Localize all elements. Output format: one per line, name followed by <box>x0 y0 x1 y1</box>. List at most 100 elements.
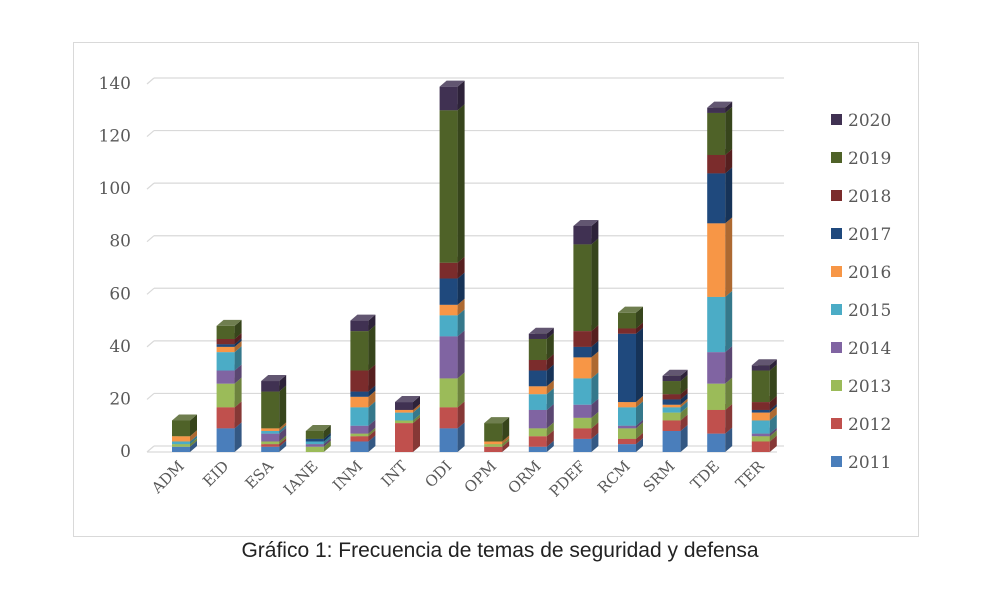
bar-side <box>680 424 688 452</box>
bar-side <box>323 432 331 442</box>
bar-side <box>680 414 688 431</box>
bar-side <box>680 406 688 421</box>
bar-top <box>172 414 197 421</box>
bar-side <box>457 272 465 305</box>
y-tick-label: 80 <box>109 232 131 252</box>
gridline-depth <box>146 340 155 348</box>
bar-side <box>190 438 197 447</box>
x-tick-label: ESA <box>242 457 278 493</box>
bar-segment <box>484 417 510 442</box>
gridline-depth <box>146 77 155 85</box>
bar-front <box>573 438 592 452</box>
bar-side <box>234 422 242 452</box>
legend-item: 2014 <box>831 339 891 359</box>
bar-front <box>751 420 770 434</box>
bar-side <box>368 364 376 392</box>
bar-front <box>484 441 503 445</box>
bar-side <box>502 440 510 452</box>
bar-segment <box>261 375 287 392</box>
bar-side <box>769 414 777 434</box>
bar-front <box>573 225 592 245</box>
bar-side <box>680 393 688 405</box>
bar-side <box>546 422 554 437</box>
bar-side <box>279 424 287 434</box>
bar-top <box>573 219 599 226</box>
legend-item: 2019 <box>831 149 891 169</box>
bar-side <box>368 427 376 437</box>
bar-side <box>636 327 643 403</box>
bar-front <box>216 344 235 347</box>
bar-stack-orm <box>528 327 554 452</box>
x-tick-label: INT <box>378 457 411 490</box>
bar-stack-ter <box>751 359 777 452</box>
bar-side <box>636 401 643 426</box>
bar-segment <box>395 396 420 410</box>
bar-front <box>350 425 369 434</box>
x-tick-label: INM <box>329 457 366 494</box>
bar-side <box>546 440 554 452</box>
bar-front <box>261 446 280 452</box>
bar-front <box>172 436 190 442</box>
bar-front <box>751 441 770 452</box>
bar-front <box>751 370 770 403</box>
bar-front <box>216 325 235 339</box>
gridline-depth <box>146 130 155 138</box>
bar-segment <box>707 167 733 224</box>
bar-top <box>261 375 287 382</box>
y-tick-label: 20 <box>109 389 131 409</box>
bar-side <box>457 309 465 337</box>
bar-front <box>261 428 280 431</box>
bar-side <box>725 377 733 410</box>
bar-side <box>636 422 643 439</box>
bar-front <box>662 412 681 421</box>
gridline-depth <box>146 445 155 453</box>
bar-side <box>234 364 242 384</box>
bar-front <box>662 394 681 400</box>
bar-side <box>368 314 376 332</box>
bar-side <box>457 422 465 452</box>
bar-side <box>368 435 376 452</box>
bar-front <box>305 430 324 439</box>
bar-front <box>439 262 458 279</box>
bar-top <box>618 306 643 313</box>
x-tick-label: RCM <box>594 457 634 497</box>
bar-front <box>751 412 770 421</box>
bar-front <box>350 396 369 408</box>
x-axis-labels: ADM EID ESA IANE INM INT ODI OPM ORM PDEF RCM SRM TD… <box>147 457 768 501</box>
bar-front <box>439 407 458 429</box>
bar-front <box>573 428 592 439</box>
bar-front <box>439 110 458 263</box>
chart-frame: 0 20 40 60 80 100 120 140 ADM EID ESA IANE INM INT OD… <box>73 42 919 537</box>
bar-side <box>546 354 554 371</box>
bar-side <box>769 430 777 442</box>
bar-front <box>528 446 547 452</box>
bar-segment <box>618 306 643 329</box>
bar-front <box>261 381 280 392</box>
bar-side <box>234 401 242 429</box>
bar-side <box>546 380 554 395</box>
bar-front <box>484 446 503 452</box>
legend-swatch <box>831 190 842 201</box>
bar-front <box>707 112 726 155</box>
bar-segment <box>350 314 376 332</box>
bar-front <box>305 441 324 445</box>
bar-front <box>618 407 636 426</box>
bar-side <box>636 419 643 429</box>
bar-side <box>368 430 376 442</box>
y-tick-label: 120 <box>99 127 131 147</box>
bar-front <box>707 173 726 224</box>
legend-label: 2012 <box>848 415 891 435</box>
bar-segment <box>528 327 554 339</box>
legend-label: 2014 <box>848 339 891 359</box>
bar-side <box>323 438 331 447</box>
bar-stack-rcm <box>618 306 643 452</box>
bar-front <box>573 331 592 347</box>
gridline-depth <box>146 287 155 295</box>
bar-front <box>350 433 369 437</box>
bar-side <box>591 238 599 332</box>
bar-side <box>725 290 733 353</box>
x-tick-label: TDE <box>687 457 723 493</box>
bar-front <box>439 336 458 379</box>
bar-side <box>725 148 733 174</box>
bar-side <box>323 440 331 452</box>
